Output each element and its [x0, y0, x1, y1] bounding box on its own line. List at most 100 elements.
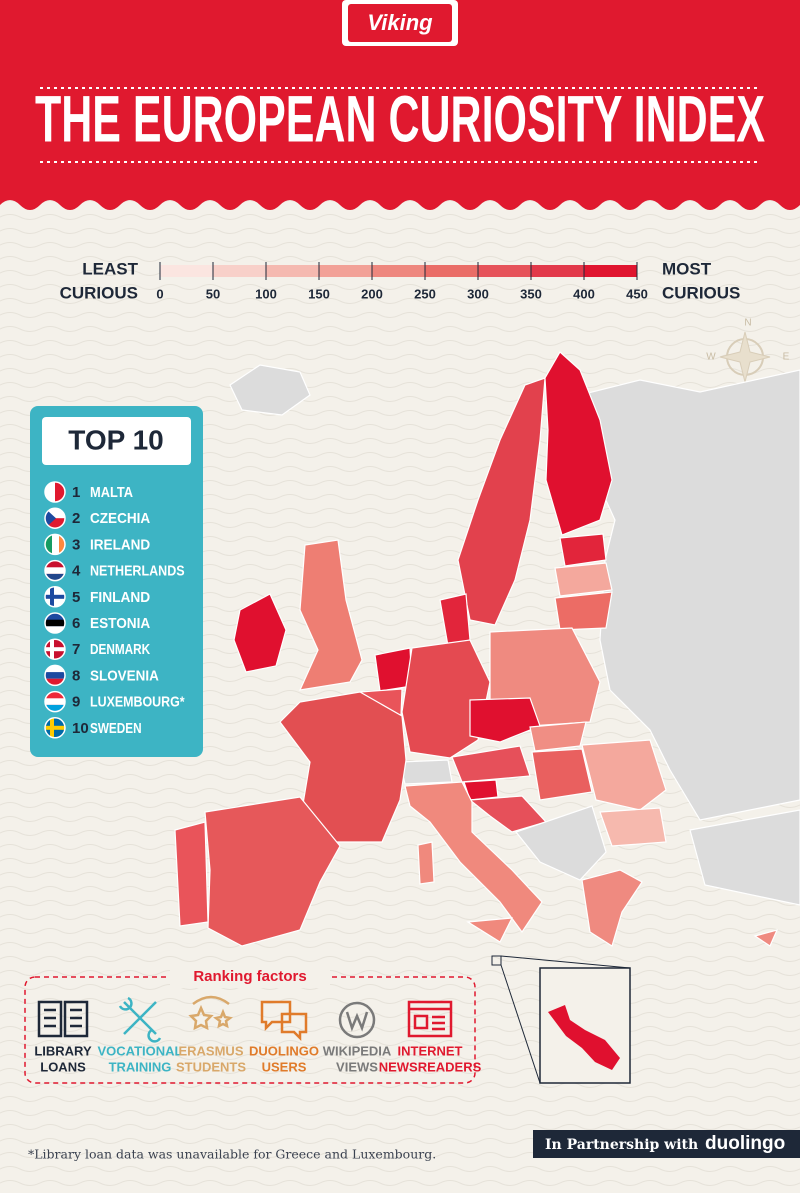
malta-inset — [491, 955, 631, 1084]
legend-low: LEAST — [82, 259, 138, 278]
top10-rank: 9 — [72, 694, 80, 711]
country — [404, 781, 543, 934]
top10-entry: 5 FINLAND — [44, 586, 150, 608]
flag-part — [45, 725, 65, 730]
flag-part — [45, 594, 65, 599]
icon-part — [407, 1000, 453, 1038]
legend-tick-label: 150 — [308, 286, 330, 301]
top10-entry: 10 SWEDEN — [44, 717, 142, 739]
flag — [45, 639, 65, 660]
top10-entry: 9 LUXEMBOURG* — [44, 690, 185, 713]
compass-label: W — [706, 352, 716, 363]
top10-heading: TOP 10 — [68, 424, 163, 455]
country — [298, 539, 363, 691]
flag-part — [45, 508, 56, 529]
top10-name: FINLAND — [90, 589, 150, 606]
country — [599, 807, 667, 847]
country — [559, 533, 607, 567]
flag — [45, 534, 65, 555]
country — [417, 841, 435, 885]
top10-entry: 8 SLOVENIA — [44, 664, 159, 687]
factor-label: VIEWS — [336, 1059, 378, 1074]
country — [466, 917, 514, 943]
logo-inner — [348, 4, 452, 42]
country — [451, 745, 531, 783]
legend-segment — [266, 265, 319, 277]
legend: LEAST CURIOUS MOST CURIOUS 0 50 100 150 200 2… — [60, 259, 741, 302]
non-eu-land — [689, 809, 800, 906]
top10-name: SLOVENIA — [90, 667, 159, 684]
top10-name: SWEDEN — [90, 720, 142, 737]
legend-tick-label: 0 — [156, 286, 163, 301]
top10-name: IRELAND — [90, 536, 150, 553]
flag-part — [45, 698, 65, 705]
footnote: *Library loan data was unavailable for G… — [28, 1147, 436, 1162]
flag-ring — [44, 690, 66, 713]
top10-rank: 6 — [72, 615, 80, 632]
legend-tick-label: 200 — [361, 286, 383, 301]
legend-high: MOST — [662, 259, 712, 278]
country — [529, 721, 587, 752]
factor-icon — [37, 1000, 89, 1038]
partner-name: duolingo — [705, 1133, 785, 1154]
top10-rank: 4 — [72, 563, 81, 580]
factor-label: NEWSREADERS — [379, 1059, 482, 1074]
country — [174, 821, 209, 927]
title: THE EUROPEAN CURIOSITY INDEX — [35, 81, 765, 155]
flag — [45, 717, 65, 738]
legend-tick-label: 300 — [467, 286, 489, 301]
top10-name: CZECHIA — [90, 510, 150, 527]
icon-part — [260, 1000, 308, 1042]
flag-part — [45, 567, 65, 574]
country — [753, 929, 779, 947]
flag — [45, 691, 65, 712]
country — [401, 639, 491, 759]
top10-entry: 6 ESTONIA — [44, 612, 150, 634]
icon-part — [409, 1007, 451, 1031]
top10-list: 1 MALTA 2 CZECHIA 3 IRELAND 4 NETHERLANDS 5 FINLA… — [44, 481, 185, 739]
top10-rank: 8 — [72, 667, 80, 684]
top10-name: NETHERLANDS — [90, 563, 185, 580]
top10-name: DENMARK — [90, 641, 150, 658]
non-eu-land — [229, 364, 311, 416]
flag-ring — [44, 638, 66, 660]
top10-name: MALTA — [90, 484, 133, 501]
top10-rank: 5 — [72, 589, 80, 606]
flag-ring — [44, 533, 66, 556]
factors-box — [24, 976, 476, 1084]
header-band — [0, 0, 800, 210]
legend-tick-label: 350 — [520, 286, 542, 301]
flag-part — [45, 647, 65, 652]
top10-rank: 1 — [72, 484, 80, 501]
top10-entry: 4 NETHERLANDS — [44, 559, 185, 582]
flag — [45, 560, 65, 581]
top10-rank: 10 — [72, 720, 89, 737]
flag-ring — [44, 612, 66, 634]
legend-tick-label: 450 — [626, 286, 648, 301]
flag — [45, 508, 65, 529]
country — [531, 748, 593, 801]
non-eu-land — [399, 759, 453, 785]
legend-segment — [531, 265, 584, 277]
non-eu-land — [514, 805, 607, 881]
factor-label: TRAINING — [109, 1059, 172, 1074]
factor-label: DUOLINGO — [249, 1043, 319, 1058]
top10-entry: 7 DENMARK — [44, 638, 150, 660]
partner-banner — [533, 1130, 800, 1158]
factor-label: ERASMUS — [178, 1043, 243, 1058]
top10-rank: 2 — [72, 510, 80, 527]
legend-tick-label: 400 — [573, 286, 595, 301]
flag — [45, 482, 65, 502]
flag-ring — [44, 507, 66, 529]
top10-entry: 2 CZECHIA — [44, 507, 150, 529]
factor-label: USERS — [262, 1059, 307, 1074]
factor-label: LOANS — [40, 1059, 86, 1074]
factor-icon — [118, 996, 162, 1043]
flag-part — [59, 534, 65, 555]
top10-name: LUXEMBOURG* — [90, 694, 185, 711]
brand: Viking — [367, 10, 433, 35]
factor-icon — [260, 1000, 308, 1042]
map — [174, 351, 800, 947]
legend-segment — [425, 265, 478, 277]
